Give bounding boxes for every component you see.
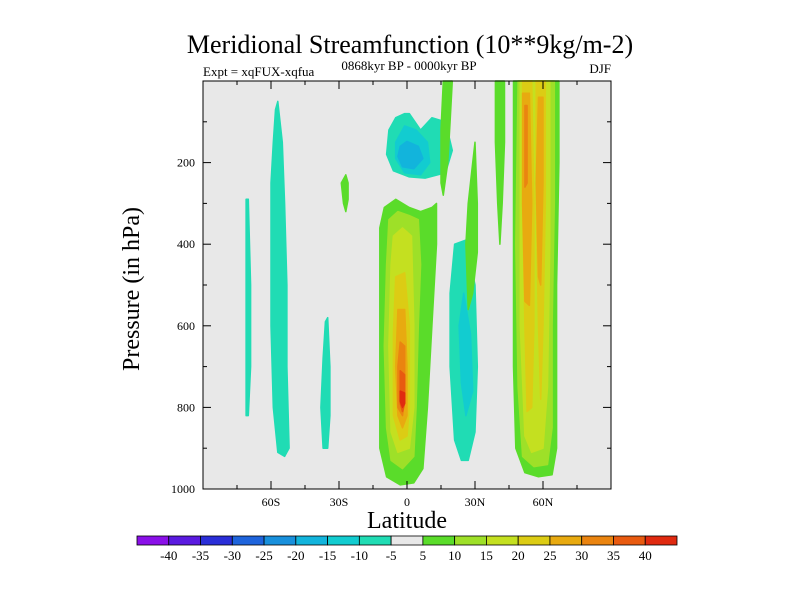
colorbar-swatch: [200, 535, 233, 546]
contour-region-2: [320, 316, 331, 449]
y-tick-label: 1000: [171, 482, 195, 496]
colorbar-label: 15: [480, 548, 493, 563]
colorbar-swatch: [517, 535, 551, 546]
colorbar-swatch: [168, 535, 201, 546]
season-label: DJF: [589, 61, 611, 76]
colorbar-label: 5: [420, 548, 427, 563]
colorbar-swatch: [295, 535, 328, 546]
y-axis: 200 400 600 800 1000: [171, 121, 611, 496]
colorbar-label: 40: [639, 548, 652, 563]
colorbar-swatch: [136, 535, 170, 546]
colorbar-label: -30: [224, 548, 241, 563]
contour-region-10: [440, 80, 454, 196]
colorbar-label: -25: [255, 548, 272, 563]
contour-region-25: [524, 104, 528, 188]
colorbar-label: -15: [319, 548, 336, 563]
x-tick-label: 0: [404, 495, 410, 509]
experiment-label: Expt = xqFUX-xqfua: [203, 64, 315, 79]
colorbar-label: -40: [160, 548, 177, 563]
contour-region-27: [399, 390, 406, 409]
colorbar-swatch: [263, 535, 297, 546]
y-axis-title: Pressure (in hPa): [119, 207, 145, 371]
colorbar-label: -10: [351, 548, 368, 563]
colorbar-label: 20: [512, 548, 525, 563]
colorbar-label: -20: [287, 548, 304, 563]
period-label: 0868kyr BP - 0000kyr BP: [341, 58, 476, 73]
contour-region-23: [535, 96, 544, 286]
colorbar-label: 10: [448, 548, 461, 563]
colorbar-swatch: [358, 535, 392, 546]
chart-title: Meridional Streamfunction (10**9kg/m-2): [187, 30, 633, 59]
contour-region-9: [340, 174, 349, 213]
colorbar: -40 -35 -30 -25 -20 -15 -10 -5 5 10 15 20 25 30 35 40: [136, 535, 678, 563]
contour-region-6: [458, 292, 474, 417]
colorbar-label: 30: [575, 548, 588, 563]
contour-region-12: [494, 80, 506, 245]
x-tick-label: 30N: [465, 495, 486, 509]
colorbar-swatch: [422, 535, 456, 546]
contour-fields: [245, 80, 560, 486]
x-axis-title: Latitude: [367, 508, 447, 534]
contour-region-11: [465, 141, 479, 311]
colorbar-swatch: [581, 535, 614, 546]
y-tick-label: 200: [177, 156, 195, 170]
colorbar-label: 25: [543, 548, 556, 563]
x-tick-label: 30S: [330, 495, 349, 509]
colorbar-swatch: [613, 535, 646, 546]
y-tick-label: 400: [177, 237, 195, 251]
contour-region-7: [397, 140, 424, 170]
y-tick-label: 600: [177, 319, 195, 333]
contour-region-1: [245, 198, 252, 417]
colorbar-swatch: [644, 535, 678, 546]
colorbar-label: 35: [607, 548, 620, 563]
colorbar-swatch: [327, 535, 360, 546]
colorbar-swatch: [486, 535, 519, 546]
colorbar-swatch: [549, 535, 583, 546]
colorbar-label: -5: [386, 548, 397, 563]
x-tick-label: 60N: [533, 495, 554, 509]
colorbar-swatch: [231, 535, 265, 546]
colorbar-label: -35: [192, 548, 209, 563]
y-tick-label: 800: [177, 400, 195, 414]
x-tick-label: 60S: [262, 495, 281, 509]
x-axis: 60S 30S 0 30N 60N: [236, 81, 578, 509]
colorbar-swatch: [390, 535, 424, 546]
contour-region-0: [270, 100, 290, 458]
colorbar-swatch: [454, 535, 487, 546]
